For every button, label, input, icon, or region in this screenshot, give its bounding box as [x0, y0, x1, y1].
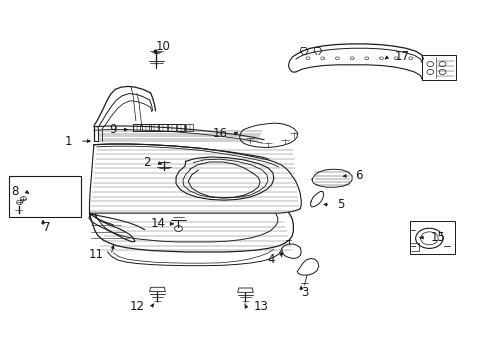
Text: 14: 14 [150, 217, 165, 230]
Bar [409, 221, 454, 254]
Text: 17: 17 [394, 50, 409, 63]
Bar [133, 124, 140, 131]
Text: 1: 1 [65, 135, 72, 148]
Text: 4: 4 [267, 253, 274, 266]
Bar [159, 124, 166, 131]
Text: 3: 3 [301, 286, 308, 299]
Text: 15: 15 [429, 231, 444, 244]
Text: 11: 11 [88, 248, 103, 261]
Bar [150, 124, 158, 131]
Text: 9: 9 [109, 123, 116, 136]
Text: 12: 12 [129, 300, 144, 313]
Bar [177, 124, 184, 131]
Text: 7: 7 [43, 221, 50, 234]
Text: 5: 5 [337, 198, 344, 211]
Polygon shape [149, 287, 165, 292]
Bar [422, 55, 455, 80]
Text: 2: 2 [143, 156, 150, 169]
Polygon shape [237, 288, 253, 292]
Bar [168, 124, 175, 131]
Bar [185, 124, 193, 131]
Text: 6: 6 [354, 169, 362, 182]
Text: 16: 16 [212, 127, 227, 140]
Text: 8: 8 [11, 185, 19, 198]
Text: 13: 13 [253, 300, 267, 313]
Text: 10: 10 [155, 40, 170, 53]
Bar [9, 176, 81, 217]
Bar [142, 124, 149, 131]
